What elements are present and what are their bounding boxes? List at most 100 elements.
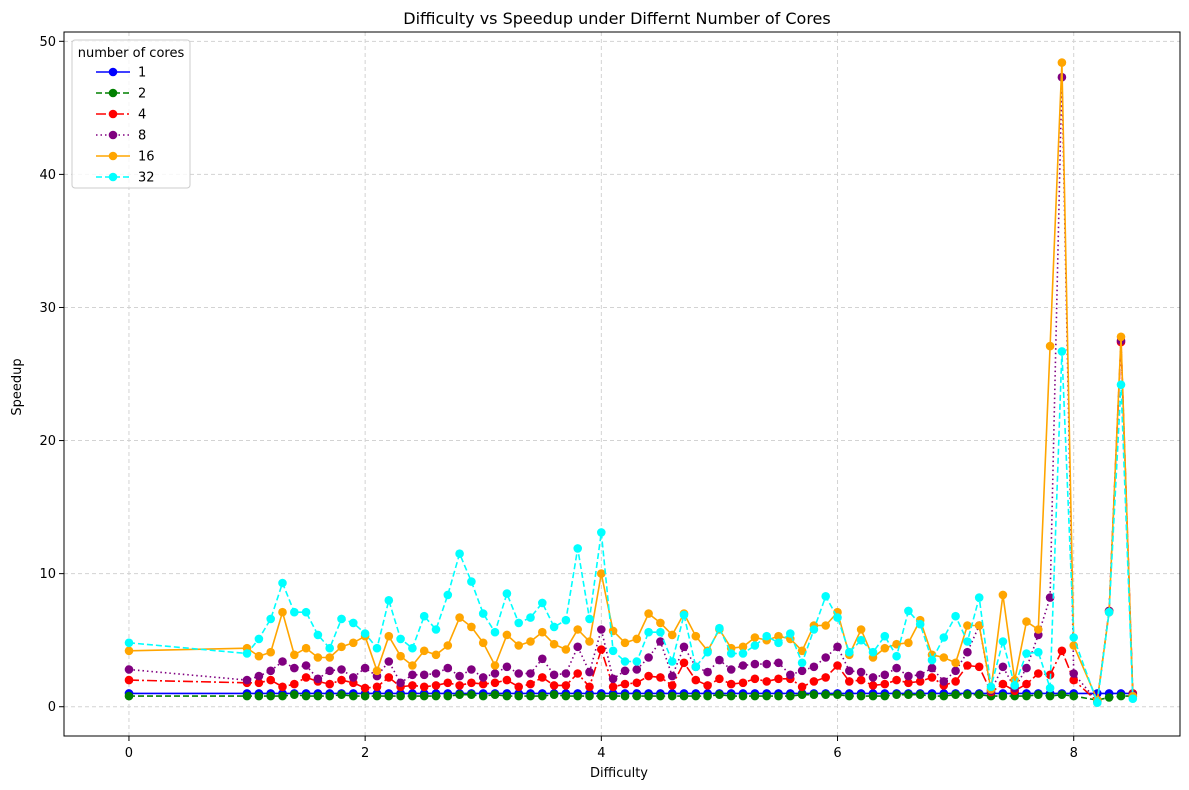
data-point [774,638,783,648]
data-point [384,673,394,682]
data-point [242,649,252,658]
data-point [254,691,264,701]
data-point [974,662,984,672]
data-point [632,657,642,666]
data-point [301,691,311,701]
data-point [821,673,830,682]
x-tick-label: 8 [1070,746,1078,761]
data-point [797,682,807,692]
data-point [384,596,394,605]
data-point [632,634,642,644]
data-point [656,691,665,701]
data-point [656,673,665,682]
data-point [750,659,760,669]
data-point [349,618,358,628]
x-tick-label: 0 [125,746,133,761]
data-point [396,634,405,644]
series-line [129,693,1133,701]
data-point [904,606,913,616]
data-point [915,690,925,699]
data-point [325,643,335,653]
data-point [632,678,642,688]
data-point [880,679,890,689]
data-point [963,690,972,699]
data-point [880,691,890,701]
data-point [691,691,701,701]
data-point [679,658,689,668]
data-point [762,631,771,641]
data-point [667,657,677,666]
data-point [419,611,429,621]
data-point [372,691,382,701]
series-8 [124,72,1138,706]
data-point [443,678,453,688]
data-point [396,651,405,661]
data-point [313,653,323,662]
data-point [266,647,276,657]
data-point [514,618,523,628]
data-point [1116,332,1126,342]
data-point [1010,681,1019,690]
data-point [467,622,476,632]
data-point [986,682,996,692]
data-point [679,610,689,620]
data-point [750,691,760,701]
data-point [667,691,677,701]
data-point [620,657,630,666]
data-point [443,641,453,650]
data-point [408,691,417,701]
data-point [124,665,134,674]
data-point [939,633,949,642]
y-tick-label: 0 [48,700,56,715]
data-point [278,607,287,617]
data-point [124,675,134,685]
data-point [1045,341,1055,351]
data-point [597,528,606,537]
data-point [266,675,276,685]
data-point [1034,669,1043,678]
data-point [514,641,523,650]
data-point [408,643,417,653]
x-tick-label: 4 [597,746,605,761]
data-point [786,629,795,638]
data-point [443,663,453,673]
data-point [927,663,937,673]
data-point [549,639,559,649]
data-point [549,670,559,680]
data-point [419,691,429,701]
data-point [656,637,665,646]
series-line [128,77,1134,704]
data-point [278,691,287,701]
data-point [939,691,949,701]
data-point [667,671,677,681]
data-point [1057,690,1067,699]
data-point [502,691,512,701]
data-point [337,665,346,674]
data-point [538,598,547,608]
data-point [301,661,311,670]
data-point [585,637,594,646]
data-point [845,677,854,686]
data-point [1128,694,1138,703]
data-point [797,658,807,668]
data-point [278,657,287,666]
data-point [1057,58,1067,67]
data-point [1057,347,1067,356]
data-point [431,650,441,660]
data-point [585,682,594,692]
data-point [443,590,453,600]
data-point [526,679,535,689]
data-point [1104,693,1114,702]
data-point [620,666,630,676]
data-point [597,569,606,578]
data-point [703,667,712,677]
x-tick-label: 6 [833,746,841,761]
data-point [963,661,972,670]
data-point [845,647,854,657]
data-point [455,613,464,622]
data-point [915,619,925,629]
series-line [128,351,1134,703]
data-point [1069,669,1078,678]
x-axis-label: Difficulty [590,766,648,781]
data-point [868,673,878,682]
